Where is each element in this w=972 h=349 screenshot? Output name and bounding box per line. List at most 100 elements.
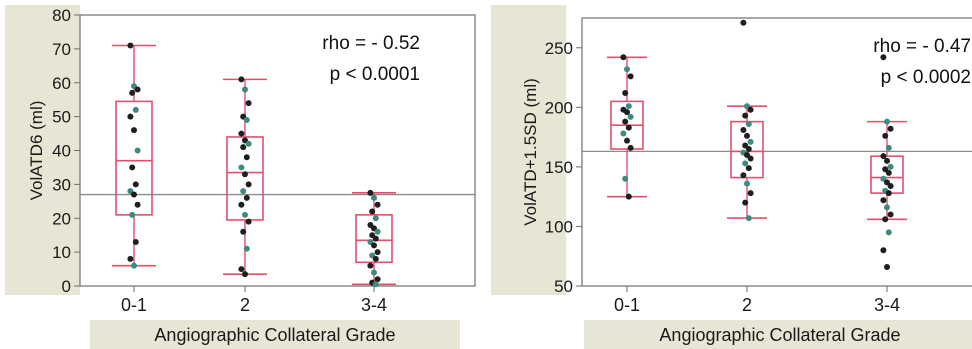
chart2-data-point <box>880 247 887 254</box>
chart2-y-tick-label: 150 <box>545 158 573 177</box>
chart1-data-point <box>374 201 381 208</box>
chart2-data-point <box>625 193 632 200</box>
chart1-data-point <box>238 130 245 137</box>
chart1-data-point <box>127 113 134 120</box>
chart1-data-point <box>374 249 381 256</box>
chart2-data-point <box>885 229 892 236</box>
chart1-data-point <box>372 281 379 288</box>
chart1-data-point <box>245 140 252 147</box>
chart2-data-point <box>880 197 887 204</box>
chart2-data-point <box>744 132 750 139</box>
chart1-data-point <box>372 235 379 242</box>
chart1-y-tick-label: 50 <box>52 108 71 127</box>
chart2-x-category-label: 0-1 <box>614 295 640 315</box>
chart2-data-point <box>745 146 752 153</box>
chart1-y-tick-label: 30 <box>52 175 71 194</box>
chart2-y-tick-label: 50 <box>554 277 573 296</box>
chart1-y-tick-label: 80 <box>52 6 71 25</box>
chart1-x-category-label: 2 <box>240 295 250 315</box>
chart2-data-point <box>742 199 749 206</box>
chart1-x-category-label: 3-4 <box>361 295 387 315</box>
chart1-data-point <box>129 211 136 218</box>
chart1-data-point <box>243 194 250 201</box>
right-box-plot: 50 100 150 200 250 0-1 2 3-4 rho = - 0.47 p < 0.0… <box>491 5 972 349</box>
chart1-data-point <box>131 191 137 198</box>
chart2-data-point <box>887 211 894 218</box>
chart2-data-point <box>882 132 889 139</box>
chart1-data-point <box>245 100 252 107</box>
chart2-data-point <box>627 144 634 151</box>
chart2-data-point <box>745 165 752 172</box>
chart2-y-tick-label: 200 <box>545 98 573 117</box>
chart1-data-point <box>132 238 139 245</box>
chart1-data-point <box>242 271 248 278</box>
chart2-data-point <box>745 121 752 128</box>
chart1-data-point <box>372 215 379 222</box>
chart2-data-point <box>742 160 749 167</box>
chart2-data-point <box>625 124 632 131</box>
chart1-data-point <box>374 228 381 235</box>
chart1-data-point <box>371 242 377 249</box>
chart2-data-point <box>627 113 634 120</box>
chart2-data-point <box>622 118 629 125</box>
chart2-data-point <box>624 109 630 116</box>
chart2-data-point <box>882 216 889 223</box>
chart1-y-tick-label: 70 <box>52 40 71 59</box>
chart1-data-point <box>369 208 376 215</box>
chart2-data-point <box>885 190 892 197</box>
chart1-y-tick-label: 60 <box>52 74 71 93</box>
chart1-data-point <box>245 181 252 188</box>
chart2-y-tick-label: 100 <box>545 217 573 236</box>
chart1-data-point <box>242 171 248 178</box>
chart1-data-point <box>129 89 136 96</box>
chart1-y-tick-label: 20 <box>52 209 71 228</box>
chart1-data-point <box>238 164 245 171</box>
chart2-annotation: p < 0.0002 <box>881 67 971 88</box>
iqr-box <box>226 136 264 221</box>
chart1-y-tick-label: 10 <box>52 243 71 262</box>
chart1-y-tick-label: 0 <box>62 277 71 296</box>
chart1-data-point <box>240 188 247 195</box>
chart2-data-point <box>624 137 630 144</box>
chart1-data-point <box>131 262 137 269</box>
chart2-data-point <box>740 172 747 179</box>
chart2-annotation: rho = - 0.47 <box>873 36 971 57</box>
chart2-x-category-label: 3-4 <box>874 295 900 315</box>
chart1-data-point <box>240 228 247 235</box>
chart1-data-point <box>243 117 250 124</box>
chart1-data-point <box>242 211 248 218</box>
chart2-data-point <box>885 169 892 176</box>
chart1-data-point <box>238 266 245 273</box>
chart2-data-point <box>884 157 890 164</box>
chart1-x-axis-label: Angiographic Collateral Grade <box>154 325 395 345</box>
chart2-ylabel-band <box>491 5 566 295</box>
chart2-data-point <box>745 215 752 222</box>
chart1-data-point <box>371 194 377 201</box>
chart2-data-point <box>887 163 894 170</box>
chart1-plot-frame <box>79 14 476 287</box>
chart1-data-point <box>127 255 134 262</box>
chart2-data-point <box>742 112 749 119</box>
chart1-data-point <box>240 144 247 151</box>
chart1-data-point <box>132 106 139 113</box>
chart1-data-point <box>132 181 139 188</box>
chart2-data-point <box>740 126 747 133</box>
chart1-data-point <box>238 201 245 208</box>
chart2-data-point <box>884 204 890 211</box>
chart1-data-point <box>134 147 141 154</box>
chart1-data-point <box>372 255 379 262</box>
chart2-data-point <box>887 125 894 132</box>
chart1-data-point <box>367 262 374 269</box>
chart2-data-point <box>885 144 892 151</box>
chart2-y-axis-label: VolATD+1.5SD (ml) <box>521 78 540 226</box>
chart1-data-point <box>242 86 248 93</box>
chart2-data-point <box>884 118 890 125</box>
chart1-data-point <box>134 201 141 208</box>
chart2-xlabel-band <box>584 320 972 349</box>
chart2-data-point <box>880 153 887 160</box>
chart1-annotation: rho = - 0.52 <box>322 33 420 54</box>
chart2-data-point <box>880 54 887 61</box>
chart2-data-point <box>747 155 754 162</box>
chart2-data-point <box>744 180 750 187</box>
chart1-annotation: p < 0.0001 <box>330 64 420 85</box>
